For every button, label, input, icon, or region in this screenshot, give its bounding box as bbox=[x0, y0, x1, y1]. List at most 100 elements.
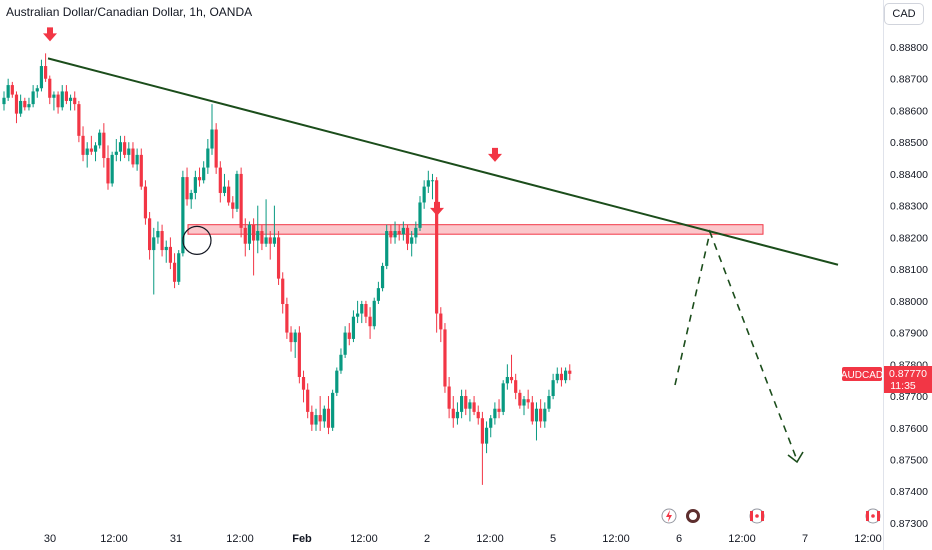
candle bbox=[331, 392, 335, 428]
x-tick-label: 7 bbox=[802, 533, 808, 545]
candle bbox=[397, 231, 401, 235]
candle bbox=[252, 224, 256, 241]
candle bbox=[60, 91, 64, 108]
candle bbox=[235, 173, 239, 209]
lightning-icon[interactable] bbox=[661, 508, 677, 524]
candle bbox=[568, 370, 572, 374]
candle bbox=[148, 218, 152, 251]
y-tick-label: 0.88100 bbox=[890, 264, 928, 276]
candle bbox=[177, 253, 181, 282]
candle bbox=[306, 389, 310, 412]
candle bbox=[114, 151, 118, 155]
candle bbox=[68, 97, 73, 101]
candle bbox=[501, 383, 505, 412]
candle bbox=[376, 288, 380, 301]
candle bbox=[426, 180, 430, 187]
candle bbox=[276, 237, 281, 279]
candle bbox=[81, 135, 85, 155]
canada-flag-leaf bbox=[871, 514, 875, 518]
candle bbox=[484, 427, 489, 444]
candle bbox=[522, 399, 526, 406]
candle bbox=[534, 408, 539, 422]
candle bbox=[451, 408, 455, 419]
symbol-badge[interactable] bbox=[842, 367, 882, 381]
candle bbox=[189, 192, 193, 200]
x-tick-label: 12:00 bbox=[602, 533, 630, 545]
candle bbox=[364, 304, 368, 317]
candle bbox=[564, 370, 568, 381]
candle bbox=[514, 380, 518, 393]
candle bbox=[197, 177, 202, 181]
x-tick-label: Feb bbox=[292, 533, 312, 545]
y-tick-label: 0.88800 bbox=[890, 42, 928, 54]
x-tick-label: 2 bbox=[424, 533, 430, 545]
candle bbox=[489, 418, 493, 428]
candle bbox=[39, 66, 44, 89]
candle bbox=[343, 332, 347, 355]
candle bbox=[118, 142, 123, 152]
y-tick-label: 0.87500 bbox=[890, 454, 928, 466]
candle bbox=[360, 304, 364, 314]
candle bbox=[6, 85, 10, 98]
x-tick-label: 12:00 bbox=[854, 533, 882, 545]
candle bbox=[214, 129, 218, 168]
candle bbox=[168, 246, 172, 263]
candle bbox=[77, 104, 81, 136]
candle bbox=[410, 237, 414, 244]
candle bbox=[414, 227, 418, 238]
y-tick-label: 0.87700 bbox=[890, 391, 928, 403]
candle bbox=[56, 94, 60, 108]
candle bbox=[464, 396, 468, 409]
candle bbox=[505, 376, 509, 384]
y-tick-label: 0.88500 bbox=[890, 137, 928, 149]
candle bbox=[44, 66, 48, 79]
trendline[interactable] bbox=[47, 57, 839, 266]
candle bbox=[356, 313, 360, 317]
last-price-tag[interactable] bbox=[884, 366, 932, 393]
x-tick-label: 6 bbox=[676, 533, 682, 545]
candle bbox=[48, 78, 52, 98]
candle bbox=[301, 376, 306, 390]
candle bbox=[289, 332, 293, 343]
y-tick-label: 0.87600 bbox=[890, 423, 928, 435]
candle bbox=[123, 142, 127, 155]
candle bbox=[422, 186, 426, 203]
candle bbox=[293, 332, 297, 343]
candle bbox=[380, 265, 385, 289]
x-tick-label: 5 bbox=[550, 533, 556, 545]
candle bbox=[210, 129, 214, 149]
candle bbox=[268, 237, 272, 244]
candle bbox=[264, 237, 268, 244]
down-arrow-icon[interactable] bbox=[488, 147, 502, 162]
candle bbox=[52, 94, 56, 98]
candle bbox=[14, 94, 19, 114]
candle bbox=[35, 88, 39, 92]
candle bbox=[102, 132, 106, 159]
candle bbox=[401, 227, 405, 235]
currency-button[interactable]: CAD bbox=[884, 3, 924, 25]
down-arrow-icon[interactable] bbox=[43, 27, 57, 42]
candle bbox=[143, 186, 148, 219]
y-tick-label: 0.87400 bbox=[890, 486, 928, 498]
candle bbox=[347, 332, 351, 339]
candle bbox=[530, 402, 534, 422]
candle bbox=[135, 154, 139, 165]
candle bbox=[85, 148, 89, 155]
canada-flag-band bbox=[761, 511, 764, 521]
candle bbox=[372, 300, 376, 327]
down-arrow-icon[interactable] bbox=[430, 201, 444, 216]
candle bbox=[73, 97, 77, 105]
candle bbox=[2, 97, 6, 105]
candle bbox=[231, 202, 235, 209]
projection-path[interactable] bbox=[674, 229, 798, 461]
candle bbox=[526, 399, 530, 403]
candle bbox=[518, 392, 522, 406]
candle bbox=[23, 100, 27, 108]
candle bbox=[218, 167, 222, 193]
circle-marker[interactable] bbox=[182, 225, 212, 255]
y-tick-label: 0.88400 bbox=[890, 169, 928, 181]
candle bbox=[443, 329, 447, 387]
candle bbox=[543, 408, 547, 422]
countdown-label: 11:35 bbox=[890, 380, 916, 392]
